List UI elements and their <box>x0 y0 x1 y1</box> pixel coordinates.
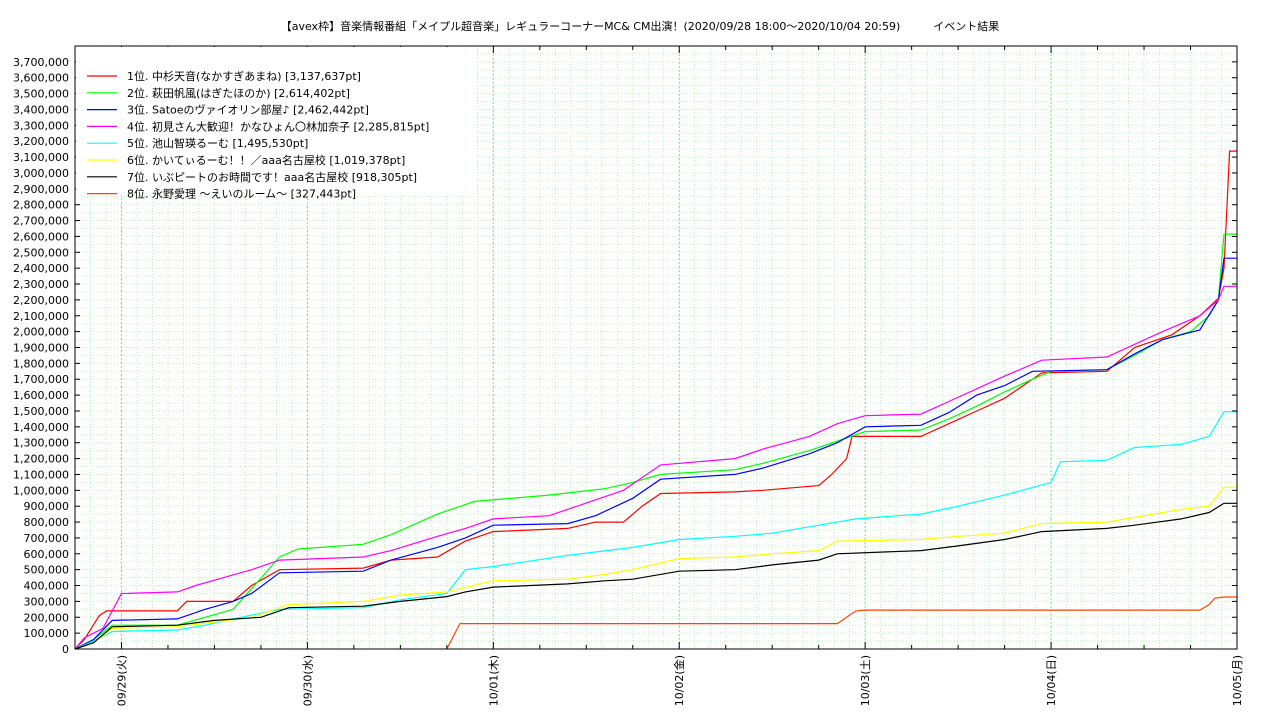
y-tick-label: 3,600,000 <box>13 72 69 85</box>
legend-entry: 8位. 永野愛理 〜えいのルーム〜 [327,443pt] <box>127 187 356 201</box>
y-tick-label: 2,500,000 <box>13 246 69 259</box>
x-tick-label: 10/01(木) <box>487 655 500 706</box>
y-tick-label: 300,000 <box>24 595 70 608</box>
y-tick-label: 3,100,000 <box>13 151 69 164</box>
legend-entry: 3位. Satoeのヴァイオリン部屋♪ [2,462,442pt] <box>127 103 369 117</box>
y-tick-label: 3,300,000 <box>13 119 69 132</box>
legend-entry: 2位. 萩田帆風(はぎたほのか) [2,614,402pt] <box>127 86 350 100</box>
y-tick-label: 1,400,000 <box>13 421 69 434</box>
y-tick-label: 1,500,000 <box>13 405 69 418</box>
y-tick-label: 1,800,000 <box>13 357 69 370</box>
axes: 0 100,000 200,000 300,000 400,000 500,000 600,… <box>13 45 1244 706</box>
y-tick-label: 2,200,000 <box>13 294 69 307</box>
y-tick-label: 800,000 <box>24 516 70 529</box>
y-tick-label: 600,000 <box>24 548 70 561</box>
legend-entry: 1位. 中杉天音(なかすぎあまね) [3,137,637pt] <box>127 69 361 83</box>
x-tick-label: 10/04(日) <box>1045 655 1058 706</box>
y-tick-label: 700,000 <box>24 532 70 545</box>
series-line <box>74 257 1237 650</box>
y-tick-label: 900,000 <box>24 500 70 513</box>
y-tick-label: 2,700,000 <box>13 215 69 228</box>
y-tick-label: 400,000 <box>24 580 70 593</box>
series-lines <box>74 150 1237 650</box>
y-tick-label: 0 <box>62 643 69 656</box>
series-line <box>446 596 1237 650</box>
y-tick-label: 2,600,000 <box>13 230 69 243</box>
legend-entry: 6位. かいてぃるーむ！！／aaa名古屋校 [1,019,378pt] <box>127 153 405 167</box>
y-tick-label: 200,000 <box>24 611 70 624</box>
legend: 1位. 中杉天音(なかすぎあまね) [3,137,637pt] 2位. 萩田帆風(… <box>76 47 476 201</box>
y-tick-label: 1,000,000 <box>13 484 69 497</box>
y-tick-label: 2,800,000 <box>13 199 69 212</box>
x-tick-label: 09/30(水) <box>301 655 314 706</box>
y-tick-label: 1,300,000 <box>13 437 69 450</box>
y-tick-label: 2,400,000 <box>13 262 69 275</box>
chart-title: 【avex枠】音楽情報番組「メイプル超音楽」レギュラーコーナーMC& CM出演！… <box>280 20 1000 33</box>
x-tick-label: 10/05(月) <box>1231 655 1244 706</box>
legend-entry: 7位. いぶピートのお時間です！aaa名古屋校 [918,305pt] <box>127 170 417 184</box>
y-tick-label: 2,100,000 <box>13 310 69 323</box>
series-line <box>74 233 1237 650</box>
y-tick-label: 100,000 <box>24 627 70 640</box>
y-tick-label: 1,900,000 <box>13 342 69 355</box>
series-line <box>74 150 1237 650</box>
x-tick-label: 10/02(金) <box>672 655 686 706</box>
y-tick-label: 3,200,000 <box>13 135 69 148</box>
y-tick-label: 2,000,000 <box>13 326 69 339</box>
y-tick-label: 3,000,000 <box>13 167 69 180</box>
y-tick-label: 1,100,000 <box>13 468 69 481</box>
y-tick-label: 1,600,000 <box>13 389 69 402</box>
x-tick-label: 10/03(土) <box>859 655 872 706</box>
y-tick-label: 1,200,000 <box>13 453 69 466</box>
y-tick-label: 500,000 <box>24 564 70 577</box>
series-line <box>74 502 1237 650</box>
legend-entry: 5位. 池山智瑛るーむ [1,495,530pt] <box>127 136 308 150</box>
y-tick-label: 2,300,000 <box>13 278 69 291</box>
legend-background <box>76 47 476 196</box>
y-tick-label: 3,400,000 <box>13 103 69 116</box>
y-tick-label: 3,500,000 <box>13 88 69 101</box>
series-line <box>74 285 1237 650</box>
y-tick-label: 3,700,000 <box>13 56 69 69</box>
x-tick-label: 09/29(火) <box>115 655 128 706</box>
y-tick-label: 2,900,000 <box>13 183 69 196</box>
y-tick-label: 1,700,000 <box>13 373 69 386</box>
legend-entry: 4位. 初見さん大歓迎！かなひょん〇林加奈子 [2,285,815pt] <box>127 119 429 133</box>
